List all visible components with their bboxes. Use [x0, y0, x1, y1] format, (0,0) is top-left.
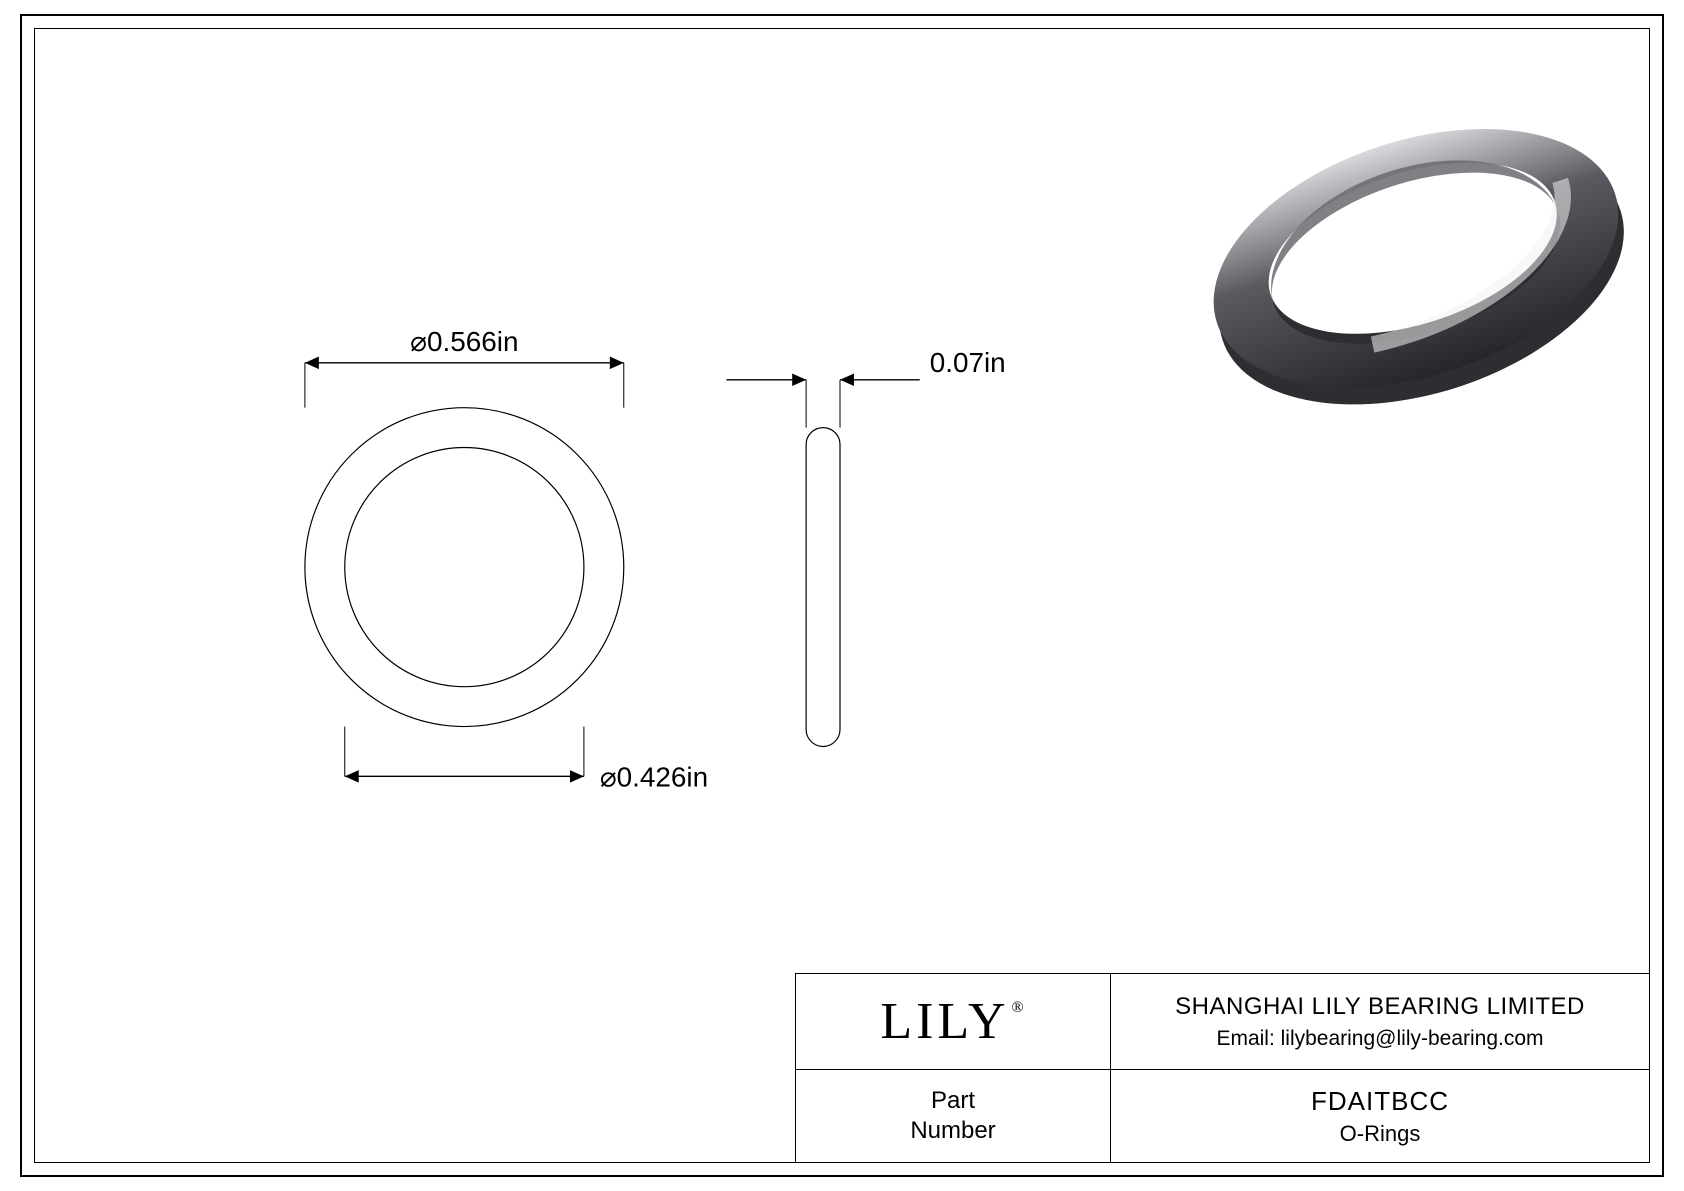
part-number-value-cell: FDAITBCC O-Rings: [1111, 1070, 1649, 1162]
side-view: 0.07in: [726, 347, 1005, 747]
brand-text: LILY: [880, 993, 1009, 1050]
part-number-label-cell: Part Number: [796, 1070, 1111, 1162]
part-description: O-Rings: [1340, 1121, 1421, 1147]
brand-logo-cell: LILY®: [796, 974, 1111, 1069]
part-label-line2: Number: [910, 1116, 995, 1146]
part-label-line1: Part: [931, 1086, 975, 1116]
drawing-sheet-inner: ⌀0.566in ⌀0.426in 0.07in LILY® SHANGHAI LI…: [34, 28, 1650, 1163]
company-email: Email: lilybearing@lily-bearing.com: [1216, 1027, 1543, 1051]
company-info-cell: SHANGHAI LILY BEARING LIMITED Email: lil…: [1111, 974, 1649, 1069]
part-number: FDAITBCC: [1311, 1086, 1449, 1117]
registered-mark: ®: [1012, 999, 1028, 1016]
company-name: SHANGHAI LILY BEARING LIMITED: [1175, 993, 1585, 1021]
title-block-row-company: LILY® SHANGHAI LILY BEARING LIMITED Emai…: [796, 974, 1649, 1069]
svg-text:⌀0.566in: ⌀0.566in: [410, 326, 518, 357]
title-block: LILY® SHANGHAI LILY BEARING LIMITED Emai…: [795, 973, 1650, 1163]
svg-text:0.07in: 0.07in: [930, 347, 1006, 378]
isometric-view: [1163, 71, 1657, 457]
brand-name: LILY®: [880, 992, 1025, 1051]
drawing-sheet-outer: ⌀0.566in ⌀0.426in 0.07in LILY® SHANGHAI LI…: [20, 14, 1664, 1177]
svg-text:⌀0.426in: ⌀0.426in: [600, 761, 708, 792]
front-view: ⌀0.566in ⌀0.426in: [305, 326, 708, 792]
title-block-row-part: Part Number FDAITBCC O-Rings: [796, 1069, 1649, 1162]
